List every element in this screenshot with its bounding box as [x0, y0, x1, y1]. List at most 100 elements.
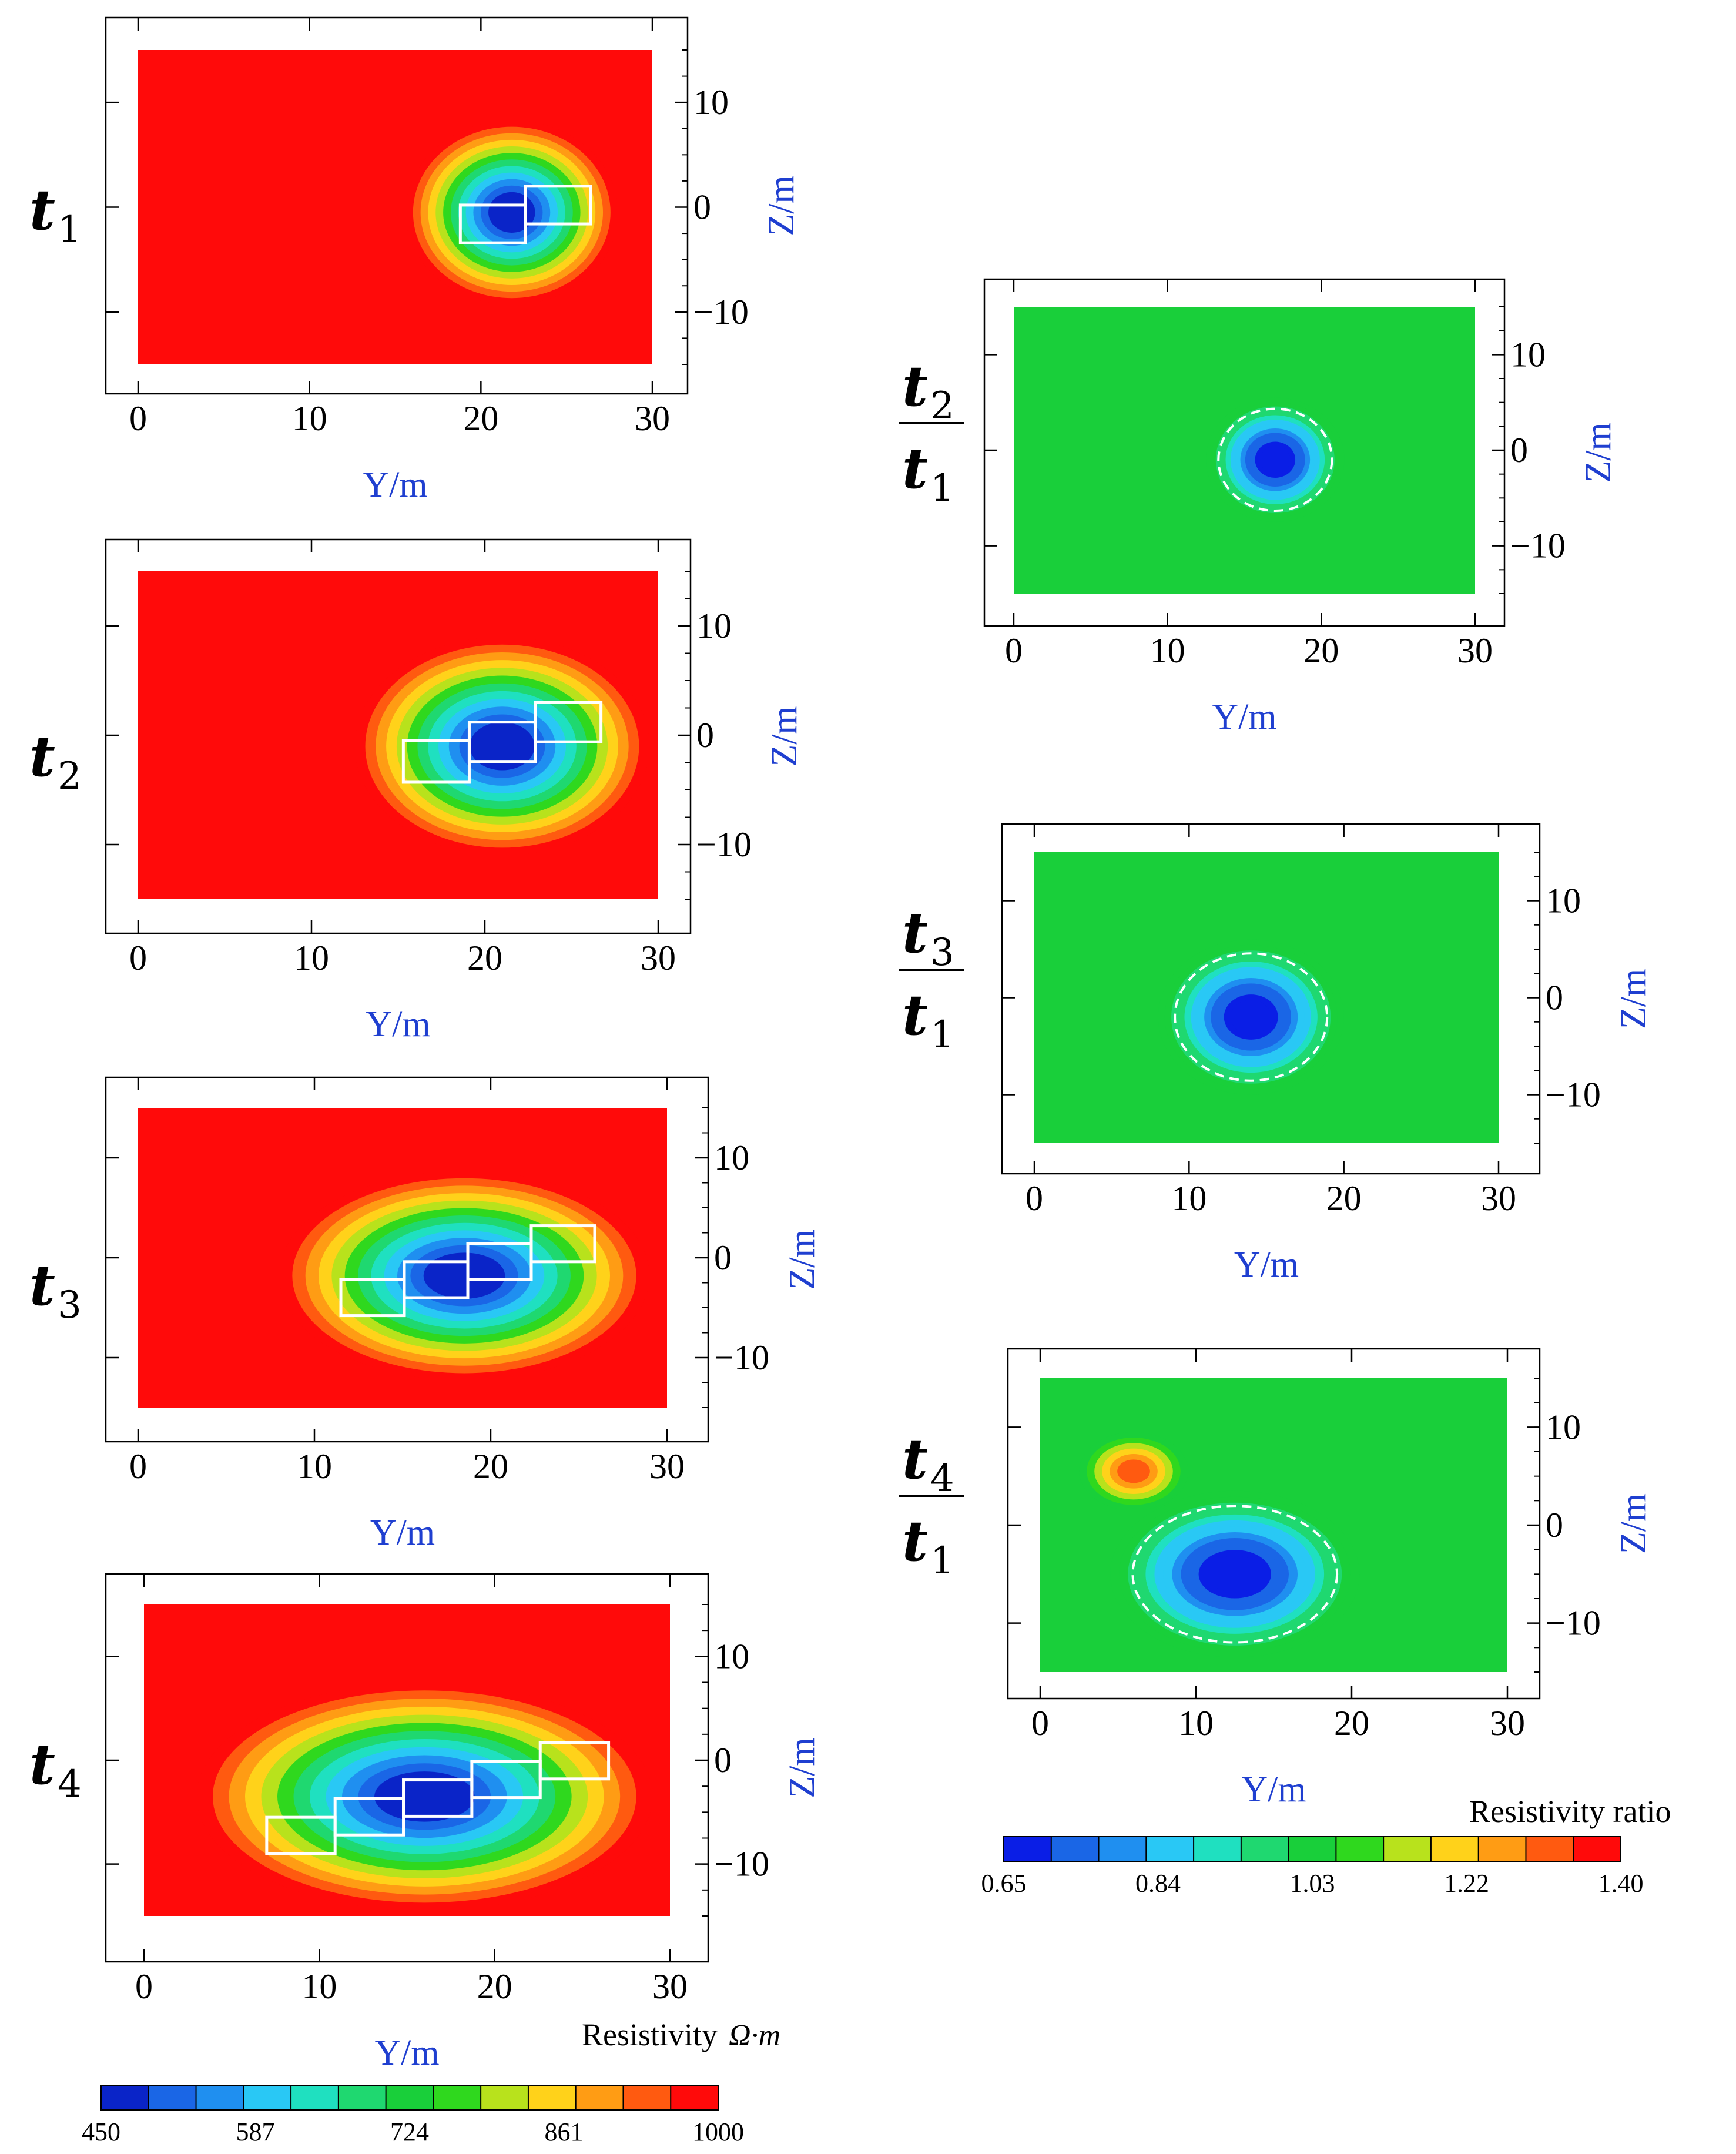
x-tick-label: 30	[1457, 631, 1493, 670]
row-label: t	[29, 177, 55, 243]
x-tick-label: 20	[477, 1967, 512, 2006]
row-label-sub: 4	[58, 1763, 82, 1806]
y-axis-label: Z/m	[1579, 422, 1618, 483]
ratio-denominator-sub: 1	[930, 467, 954, 510]
y-axis-label: Z/m	[782, 1737, 822, 1798]
y-tick-label: −10	[1546, 1076, 1601, 1114]
tunnel-box	[538, 1741, 611, 1781]
row-label: t	[29, 1732, 55, 1797]
contour-level	[1259, 446, 1291, 474]
colorbar-tick-label: 1.22	[1444, 1869, 1489, 1898]
plot-frame	[1007, 1348, 1541, 1700]
y-tick-label: 10	[696, 607, 732, 645]
colorbar-tick-label: 587	[236, 2118, 275, 2146]
colorbar-swatch	[433, 2085, 481, 2110]
x-tick-label: 10	[1171, 1179, 1207, 1218]
colorbar-swatch	[671, 2085, 719, 2110]
plot-frame	[983, 278, 1506, 627]
x-tick-label: 30	[641, 939, 676, 977]
y-tick-label: 10	[1546, 882, 1581, 920]
x-tick-label: 0	[1005, 631, 1023, 670]
contour-level	[374, 1771, 475, 1822]
x-tick-label: 20	[1334, 1704, 1369, 1743]
colorbar-swatch	[481, 2085, 529, 2110]
x-axis-label: Y/m	[374, 2033, 439, 2073]
field-p2	[138, 571, 658, 899]
colorbar-swatch	[1098, 1837, 1147, 1861]
colorbar-swatch	[1194, 1837, 1242, 1861]
x-tick-label: 30	[1490, 1704, 1525, 1743]
field-p3	[138, 1108, 667, 1408]
ratio-denominator: t	[902, 436, 928, 501]
y-tick-label: 10	[693, 83, 729, 122]
tunnel-box	[529, 1224, 596, 1264]
y-tick-label: 0	[1546, 1506, 1563, 1545]
colorbar-swatch	[196, 2085, 244, 2110]
y-tick-label: 10	[1546, 1408, 1581, 1446]
panel-p4: 0 10 20 30 10 0 −10 Y/m Z/m t 4	[29, 1573, 822, 2073]
panel-p2: 0 10 20 30 10 0 −10 Y/m Z/m t 2	[29, 538, 805, 1044]
row-label: t	[29, 1253, 55, 1318]
x-tick-label: 20	[473, 1447, 508, 1486]
x-axis-label: Y/m	[370, 1513, 435, 1553]
colorbar-swatch	[243, 2085, 291, 2110]
x-tick-label: 10	[297, 1447, 332, 1486]
y-tick-label: 0	[714, 1741, 732, 1780]
resistivity-colorbar-title: Resistivity	[582, 2017, 718, 2052]
x-tick-label: 10	[1178, 1704, 1214, 1743]
colorbar-swatch	[1430, 1837, 1479, 1861]
x-tick-label: 0	[1031, 1704, 1049, 1743]
plot-frame	[105, 1573, 709, 1963]
field-r2	[1014, 307, 1475, 594]
colorbar-swatch	[575, 2085, 624, 2110]
x-axis-label: Y/m	[363, 465, 427, 505]
colorbar-tick-label: 724	[390, 2118, 429, 2146]
field-p1	[138, 50, 652, 364]
y-tick-label: −10	[714, 1338, 769, 1377]
ratio-colorbar-title: Resistivity ratio	[1469, 1794, 1671, 1829]
y-tick-label: −10	[1546, 1604, 1601, 1643]
y-tick-label: 0	[1546, 979, 1563, 1017]
anomaly-boundary	[1131, 1505, 1339, 1644]
ratio-numerator: t	[902, 900, 928, 966]
colorbar-swatch	[386, 2085, 434, 2110]
anomaly-boundary	[1217, 407, 1333, 512]
row-label-sub: 2	[58, 755, 82, 798]
y-tick-label: 0	[696, 716, 714, 755]
x-tick-label: 10	[301, 1967, 337, 2006]
panel-p3: 0 10 20 30 10 0 −10 Y/m Z/m t 3	[29, 1076, 822, 1553]
contour-level	[1230, 1000, 1272, 1034]
y-axis-label: Z/m	[765, 706, 805, 766]
x-tick-label: 0	[129, 399, 147, 438]
tunnel-box	[524, 185, 592, 226]
resistivity-colorbar-unit: Ω·m	[729, 2019, 780, 2052]
field-r4	[1040, 1378, 1507, 1672]
colorbar-swatch	[338, 2085, 387, 2110]
colorbar-tick-label: 1000	[692, 2118, 744, 2146]
x-tick-label: 10	[1150, 631, 1185, 670]
y-tick-label: 0	[1510, 431, 1528, 470]
ratio-denominator-sub: 1	[930, 1539, 954, 1583]
ratio-denominator-sub: 1	[930, 1013, 954, 1057]
y-tick-label: 10	[714, 1637, 749, 1676]
y-tick-label: −10	[1510, 527, 1566, 565]
x-tick-label: 0	[135, 1967, 153, 2006]
ratio-denominator: t	[902, 1509, 928, 1574]
x-tick-label: 20	[1326, 1179, 1362, 1218]
y-axis-label: Z/m	[762, 175, 802, 236]
plot-frame	[105, 538, 692, 934]
colorbar-swatch	[528, 2085, 577, 2110]
contour-level	[488, 192, 535, 233]
colorbar-frame	[100, 2085, 719, 2111]
x-tick-label: 10	[292, 399, 327, 438]
x-tick-label: 20	[463, 399, 498, 438]
ratio-numerator-sub: 2	[930, 384, 954, 428]
row-label: t	[29, 724, 55, 789]
x-tick-label: 30	[635, 399, 670, 438]
y-tick-label: −10	[693, 293, 749, 331]
y-tick-label: −10	[696, 825, 752, 864]
x-tick-label: 20	[1303, 631, 1339, 670]
ratio-numerator: t	[902, 354, 928, 419]
